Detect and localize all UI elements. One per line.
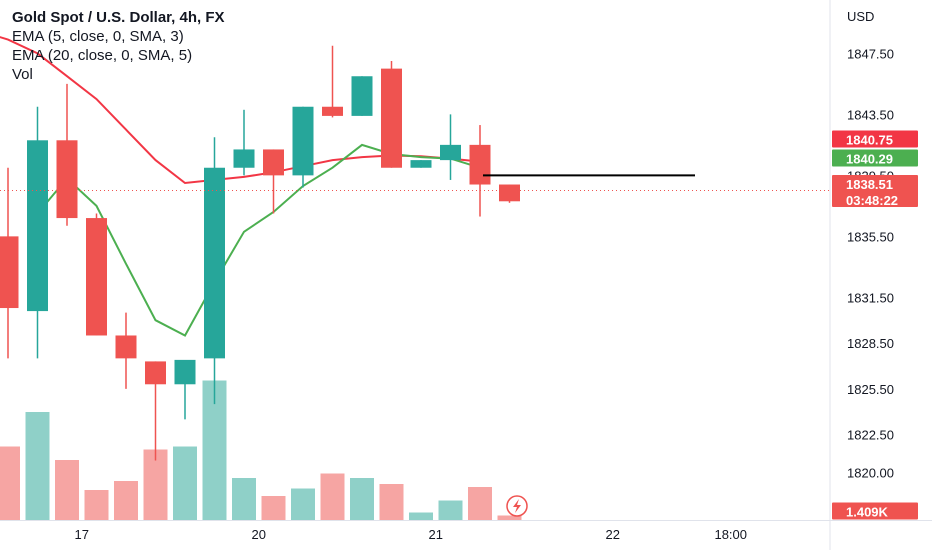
candle — [440, 114, 461, 180]
candle-body — [56, 140, 78, 219]
current-price-tag-text: 03:48:22 — [846, 193, 898, 208]
candle-body — [174, 359, 196, 385]
indicator-ema-20[interactable]: EMA (20, close, 0, SMA, 5) — [12, 47, 193, 64]
volume-tag-bg — [832, 502, 918, 520]
candle-body — [0, 236, 19, 309]
candle-body — [27, 140, 48, 312]
ema-slow-tag: 1840.75 — [832, 130, 918, 148]
volume-bar — [468, 487, 492, 520]
candle-body — [322, 106, 343, 116]
candle-body — [351, 76, 373, 116]
price-axis-panel[interactable] — [830, 0, 932, 520]
candle-body — [410, 160, 432, 168]
symbol-title[interactable]: Gold Spot / U.S. Dollar, 4h, FX — [12, 9, 225, 26]
candle — [204, 137, 225, 405]
y-axis: 1817.501820.001822.501825.501828.501831.… — [847, 46, 894, 518]
chart-legend: Gold Spot / U.S. Dollar, 4h, FX EMA (5, … — [12, 8, 225, 84]
volume-bar — [0, 446, 20, 520]
candle — [115, 312, 137, 389]
ema-fast-tag-text: 1840.29 — [846, 152, 893, 167]
volume-bar — [379, 484, 404, 520]
overlay-lines — [0, 174, 830, 191]
candle — [174, 359, 196, 420]
candle-body — [115, 335, 137, 359]
y-tick-label: 1822.50 — [847, 428, 894, 443]
candle — [233, 109, 255, 176]
x-tick-label: 20 — [252, 527, 266, 542]
currency-label: USD — [847, 9, 874, 24]
candle — [263, 149, 284, 214]
volume-bar — [25, 412, 50, 520]
candle — [381, 60, 402, 168]
volume-bar — [438, 500, 463, 520]
volume-bar — [114, 481, 138, 520]
candle-body — [469, 144, 491, 185]
y-tick-label: 1820.00 — [847, 466, 894, 481]
volume-tag: 1.409K — [832, 502, 918, 520]
x-tick-label: 17 — [75, 527, 89, 542]
volume-bar — [173, 446, 197, 520]
ema-fast-line — [36, 143, 481, 337]
volume-bar — [84, 490, 109, 520]
candle — [469, 125, 491, 217]
volume-bar — [55, 460, 79, 520]
volume-bar — [261, 496, 286, 520]
x-axis: 17 20 21 22 18:00 — [75, 527, 748, 542]
candle-body — [204, 167, 225, 359]
candle-body — [440, 144, 461, 161]
x-tick-label: 21 — [429, 527, 443, 542]
ema-slow-tag-text: 1840.75 — [846, 133, 893, 148]
candle — [410, 160, 432, 168]
volume-bar — [320, 473, 345, 520]
y-tick-label: 1825.50 — [847, 382, 894, 397]
volume-bar — [350, 478, 374, 520]
y-tick-label: 1828.50 — [847, 336, 894, 351]
current-price-tag-text: 1838.51 — [846, 177, 893, 192]
y-tick-label: 1835.50 — [847, 229, 894, 244]
candle — [56, 83, 78, 226]
current-price-tag-bg — [832, 175, 918, 207]
candle — [27, 106, 48, 359]
candle — [322, 45, 343, 118]
y-tick-label: 1843.50 — [847, 107, 894, 122]
volume-bar — [497, 515, 522, 520]
candle-body — [263, 149, 284, 176]
ema-slow-tag-bg — [832, 130, 918, 148]
candle-body — [145, 361, 166, 385]
volume-bar — [143, 449, 168, 520]
volume-series — [0, 380, 522, 520]
volume-bar — [232, 478, 256, 520]
lightning-icon[interactable] — [506, 495, 528, 517]
candle — [0, 167, 19, 359]
candle-body — [381, 68, 402, 168]
candle — [86, 213, 107, 336]
x-tick-label: 18:00 — [714, 527, 747, 542]
x-tick-label: 22 — [606, 527, 620, 542]
candle-body — [233, 149, 255, 168]
candle — [145, 361, 166, 461]
candle-body — [292, 106, 314, 176]
indicator-ema-5[interactable]: EMA (5, close, 0, SMA, 3) — [12, 28, 184, 45]
volume-bar — [291, 488, 315, 520]
candles-series — [0, 45, 520, 461]
y-tick-label: 1831.50 — [847, 290, 894, 305]
volume-tag-text: 1.409K — [846, 505, 889, 520]
y-tick-label: 1847.50 — [847, 46, 894, 61]
volume-bar — [409, 512, 433, 520]
ema-fast-tag: 1840.29 — [832, 149, 918, 167]
ema-fast-tag-bg — [832, 149, 918, 167]
indicator-vol[interactable]: Vol — [12, 66, 33, 83]
candle — [351, 76, 373, 116]
candle-body — [86, 218, 107, 336]
candle — [499, 184, 520, 203]
candle — [292, 106, 314, 188]
candle-body — [499, 184, 520, 202]
